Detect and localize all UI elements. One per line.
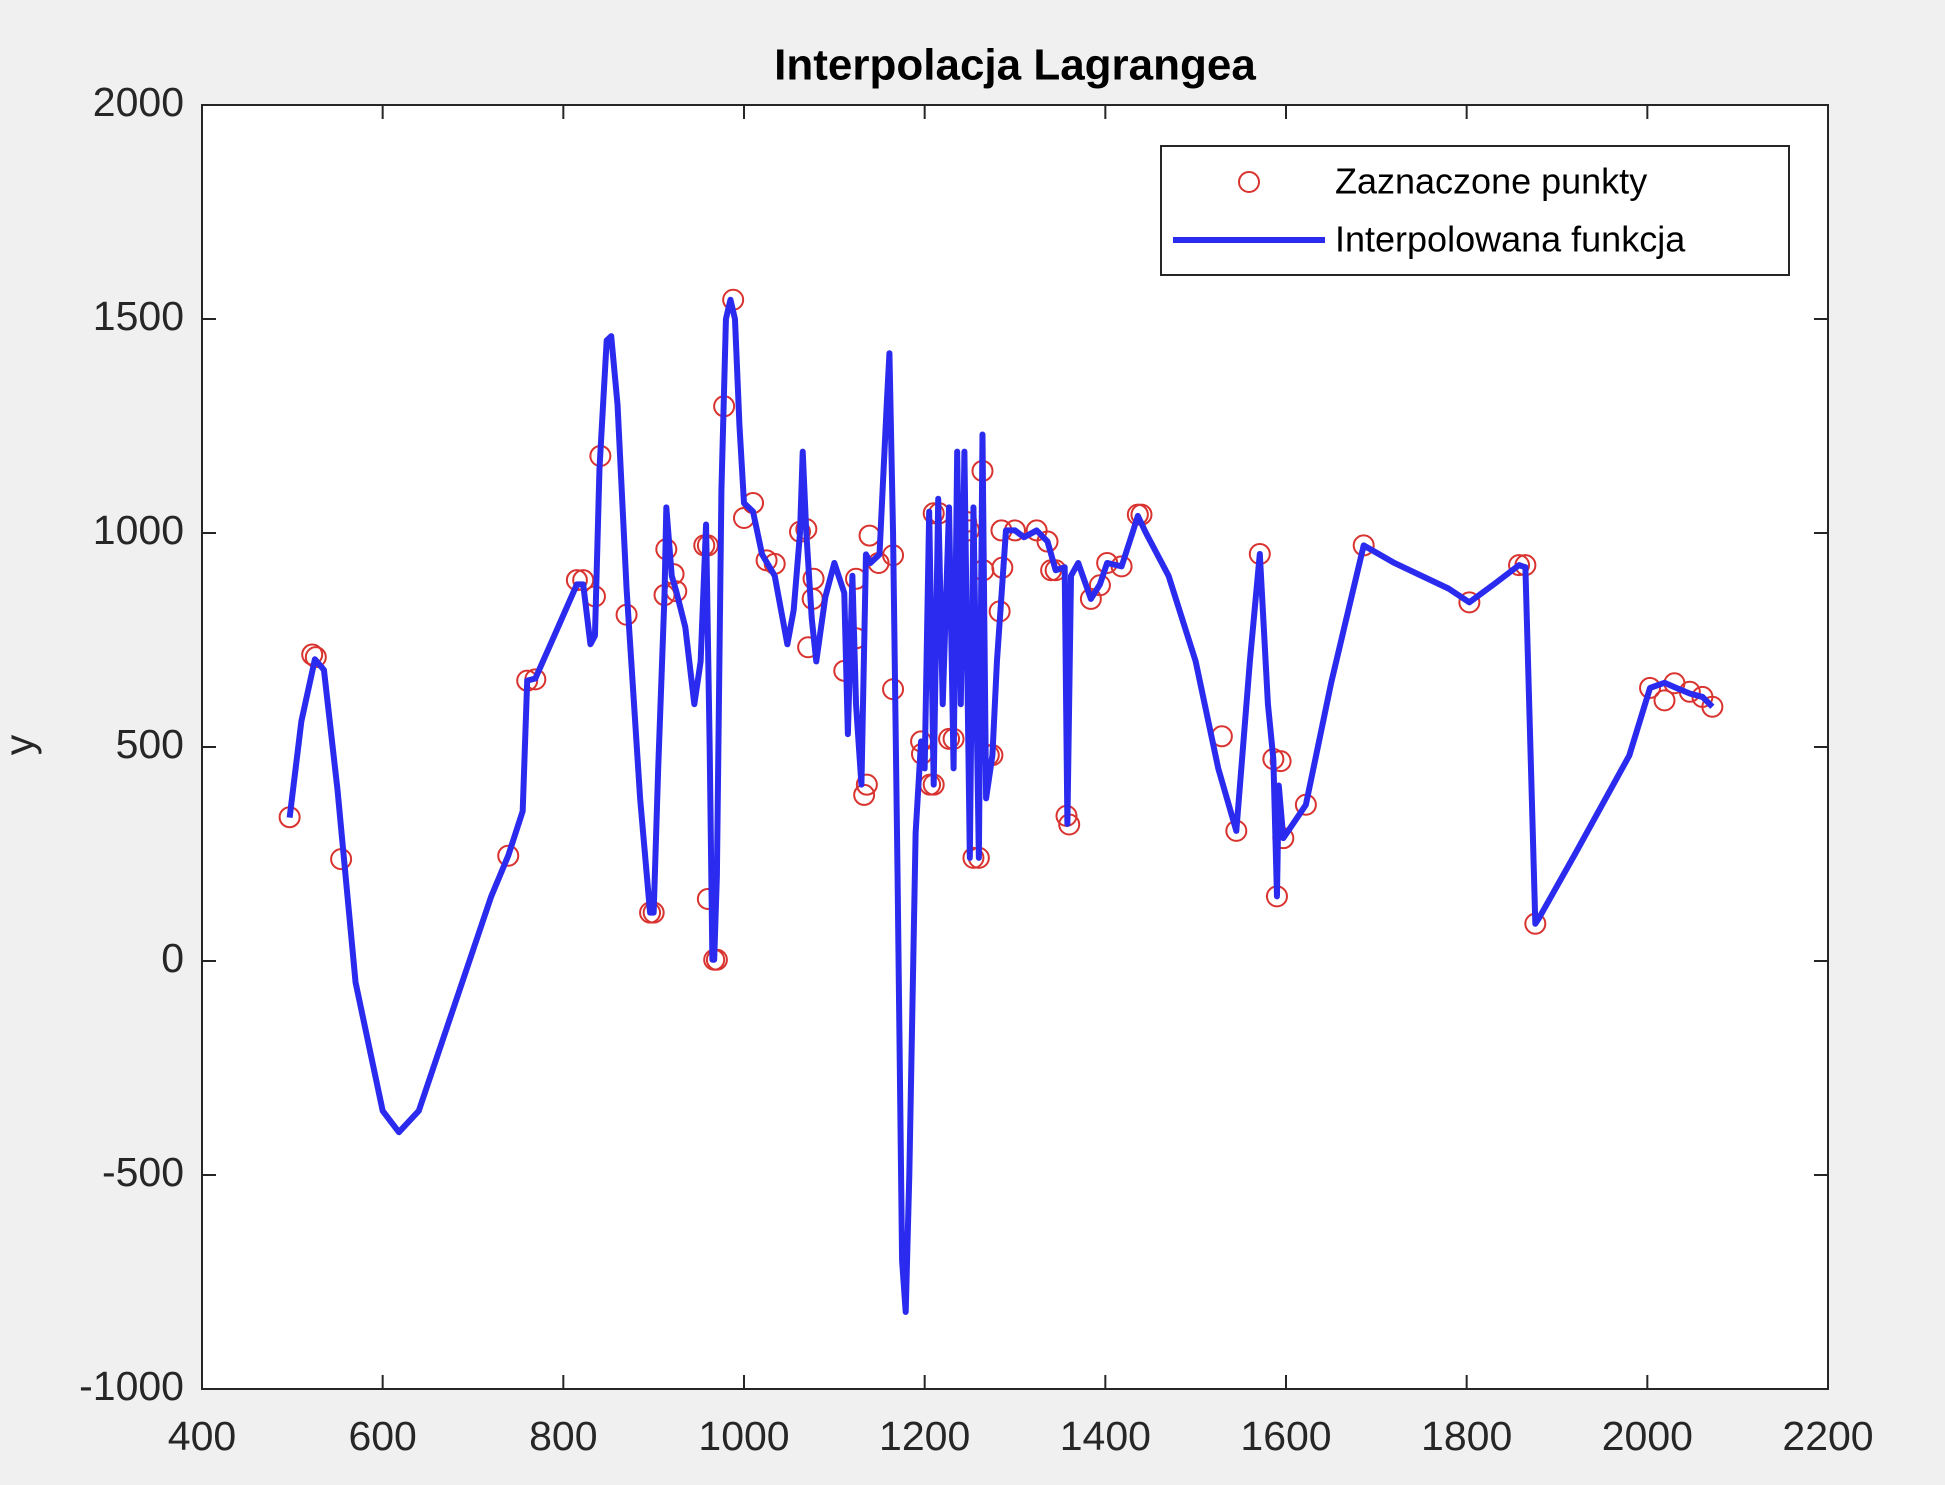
legend-box: [1160, 145, 1790, 276]
legend-label: Interpolowana funkcja: [1335, 219, 1686, 260]
marker: [1653, 689, 1676, 712]
axes-box: [201, 104, 1829, 1390]
y-tick-label: 1000: [93, 507, 184, 553]
y-tick-label: -1000: [79, 1363, 184, 1409]
x-tick-label: 2000: [1602, 1413, 1693, 1459]
y-tick-label: 2000: [93, 79, 184, 125]
x-tick-label: 800: [529, 1413, 597, 1459]
y-tick-label: -500: [102, 1149, 184, 1195]
y-tick-label: 0: [161, 935, 184, 981]
marker: [855, 773, 878, 796]
y-tick-label: 1500: [93, 293, 184, 339]
x-tick-label: 1000: [698, 1413, 789, 1459]
x-tick-label: 1600: [1240, 1413, 1331, 1459]
legend-label: Zaznaczone punkty: [1335, 161, 1647, 202]
line: [286, 296, 1715, 1315]
marker: [497, 844, 520, 867]
legend-marker: [1238, 171, 1260, 193]
x-tick-label: 2200: [1782, 1413, 1873, 1459]
chart-title: Interpolacja Lagrangea: [774, 41, 1256, 90]
y-tick-label: 500: [116, 721, 184, 767]
x-tick-label: 1800: [1421, 1413, 1512, 1459]
x-tick-label: 1200: [879, 1413, 970, 1459]
plot-area: [202, 105, 1828, 1389]
x-tick-label: 400: [168, 1413, 236, 1459]
x-tick-label: 1400: [1060, 1413, 1151, 1459]
marker: [1701, 695, 1724, 718]
y-axis-label: y: [0, 734, 42, 755]
marker: [1508, 554, 1531, 577]
marker: [922, 502, 945, 525]
x-tick-label: 600: [348, 1413, 416, 1459]
marker: [962, 846, 985, 869]
legend: Zaznaczone punkty Interpolowana funkcja: [1160, 145, 1790, 276]
marker: [1458, 591, 1481, 614]
